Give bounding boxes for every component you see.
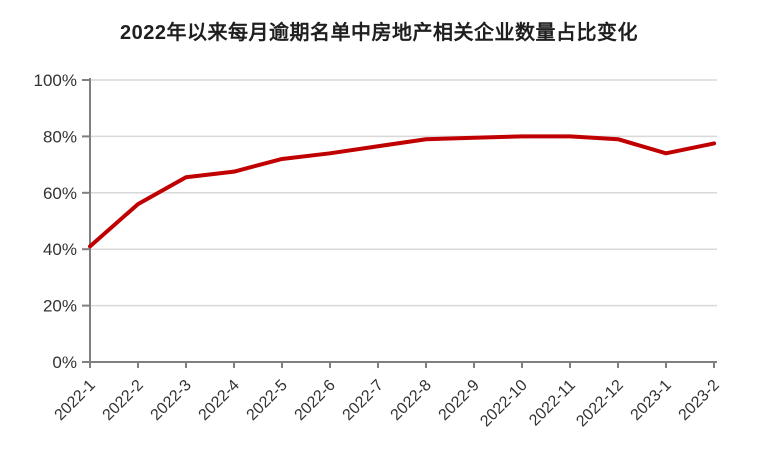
y-tick-label: 60% bbox=[43, 184, 77, 203]
axes-group bbox=[82, 78, 717, 368]
x-tick-label: 2022-6 bbox=[292, 377, 339, 424]
y-tick-label: 100% bbox=[34, 71, 77, 90]
chart-title: 2022年以来每月逾期名单中房地产相关企业数量占比变化 bbox=[120, 22, 638, 44]
y-tick-label: 80% bbox=[43, 127, 77, 146]
x-tick-label: 2022-2 bbox=[100, 377, 147, 424]
y-tick-label: 0% bbox=[52, 353, 77, 372]
axis-labels-group: 0%20%40%60%80%100%2022-1 2022-2 2022-3 2022… bbox=[34, 71, 723, 430]
x-tick-label: 2022-5 bbox=[244, 377, 291, 424]
y-tick-label: 20% bbox=[43, 297, 77, 316]
y-tick-label: 40% bbox=[43, 240, 77, 259]
series-group bbox=[88, 134, 716, 249]
x-tick-label: 2022-9 bbox=[436, 377, 483, 424]
x-tick-label: 2023-1 bbox=[628, 377, 675, 424]
x-tick-label: 2023-2 bbox=[676, 377, 723, 424]
x-tick-label: 2022-11 bbox=[526, 377, 579, 430]
x-tick-label: 2022-3 bbox=[148, 377, 195, 424]
x-tick-label: 2022-12 bbox=[573, 377, 627, 431]
x-tick-label: 2022-1 bbox=[52, 377, 99, 424]
series-line bbox=[88, 134, 716, 249]
x-tick-label: 2022-4 bbox=[196, 377, 243, 424]
gridlines-group bbox=[90, 79, 717, 307]
x-tick-label: 2022-10 bbox=[477, 377, 531, 431]
x-tick-label: 2022-8 bbox=[388, 377, 435, 424]
x-tick-label: 2022-7 bbox=[340, 377, 387, 424]
